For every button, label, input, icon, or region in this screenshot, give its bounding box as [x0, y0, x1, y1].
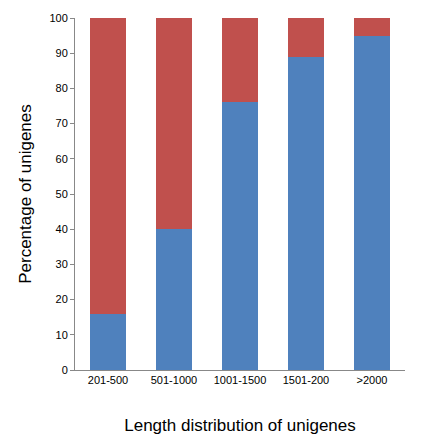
svg-text:Percentage of unigenes: Percentage of unigenes	[16, 104, 35, 284]
svg-text:0: 0	[62, 364, 68, 376]
svg-text:30: 30	[56, 258, 68, 270]
svg-text:20: 20	[56, 293, 68, 305]
svg-text:1501-200: 1501-200	[283, 374, 330, 386]
svg-text:40: 40	[56, 223, 68, 235]
svg-text:80: 80	[56, 82, 68, 94]
svg-text:Length distribution of unigene: Length distribution of unigenes	[124, 416, 356, 435]
svg-text:501-1000: 501-1000	[151, 374, 198, 386]
svg-text:70: 70	[56, 117, 68, 129]
svg-text:201-500: 201-500	[88, 374, 128, 386]
svg-text:100: 100	[49, 12, 67, 24]
svg-text:90: 90	[56, 47, 68, 59]
svg-text:>2000: >2000	[357, 374, 388, 386]
svg-text:60: 60	[56, 153, 68, 165]
svg-text:50: 50	[56, 188, 68, 200]
svg-text:1001-1500: 1001-1500	[214, 374, 267, 386]
svg-text:10: 10	[56, 329, 68, 341]
